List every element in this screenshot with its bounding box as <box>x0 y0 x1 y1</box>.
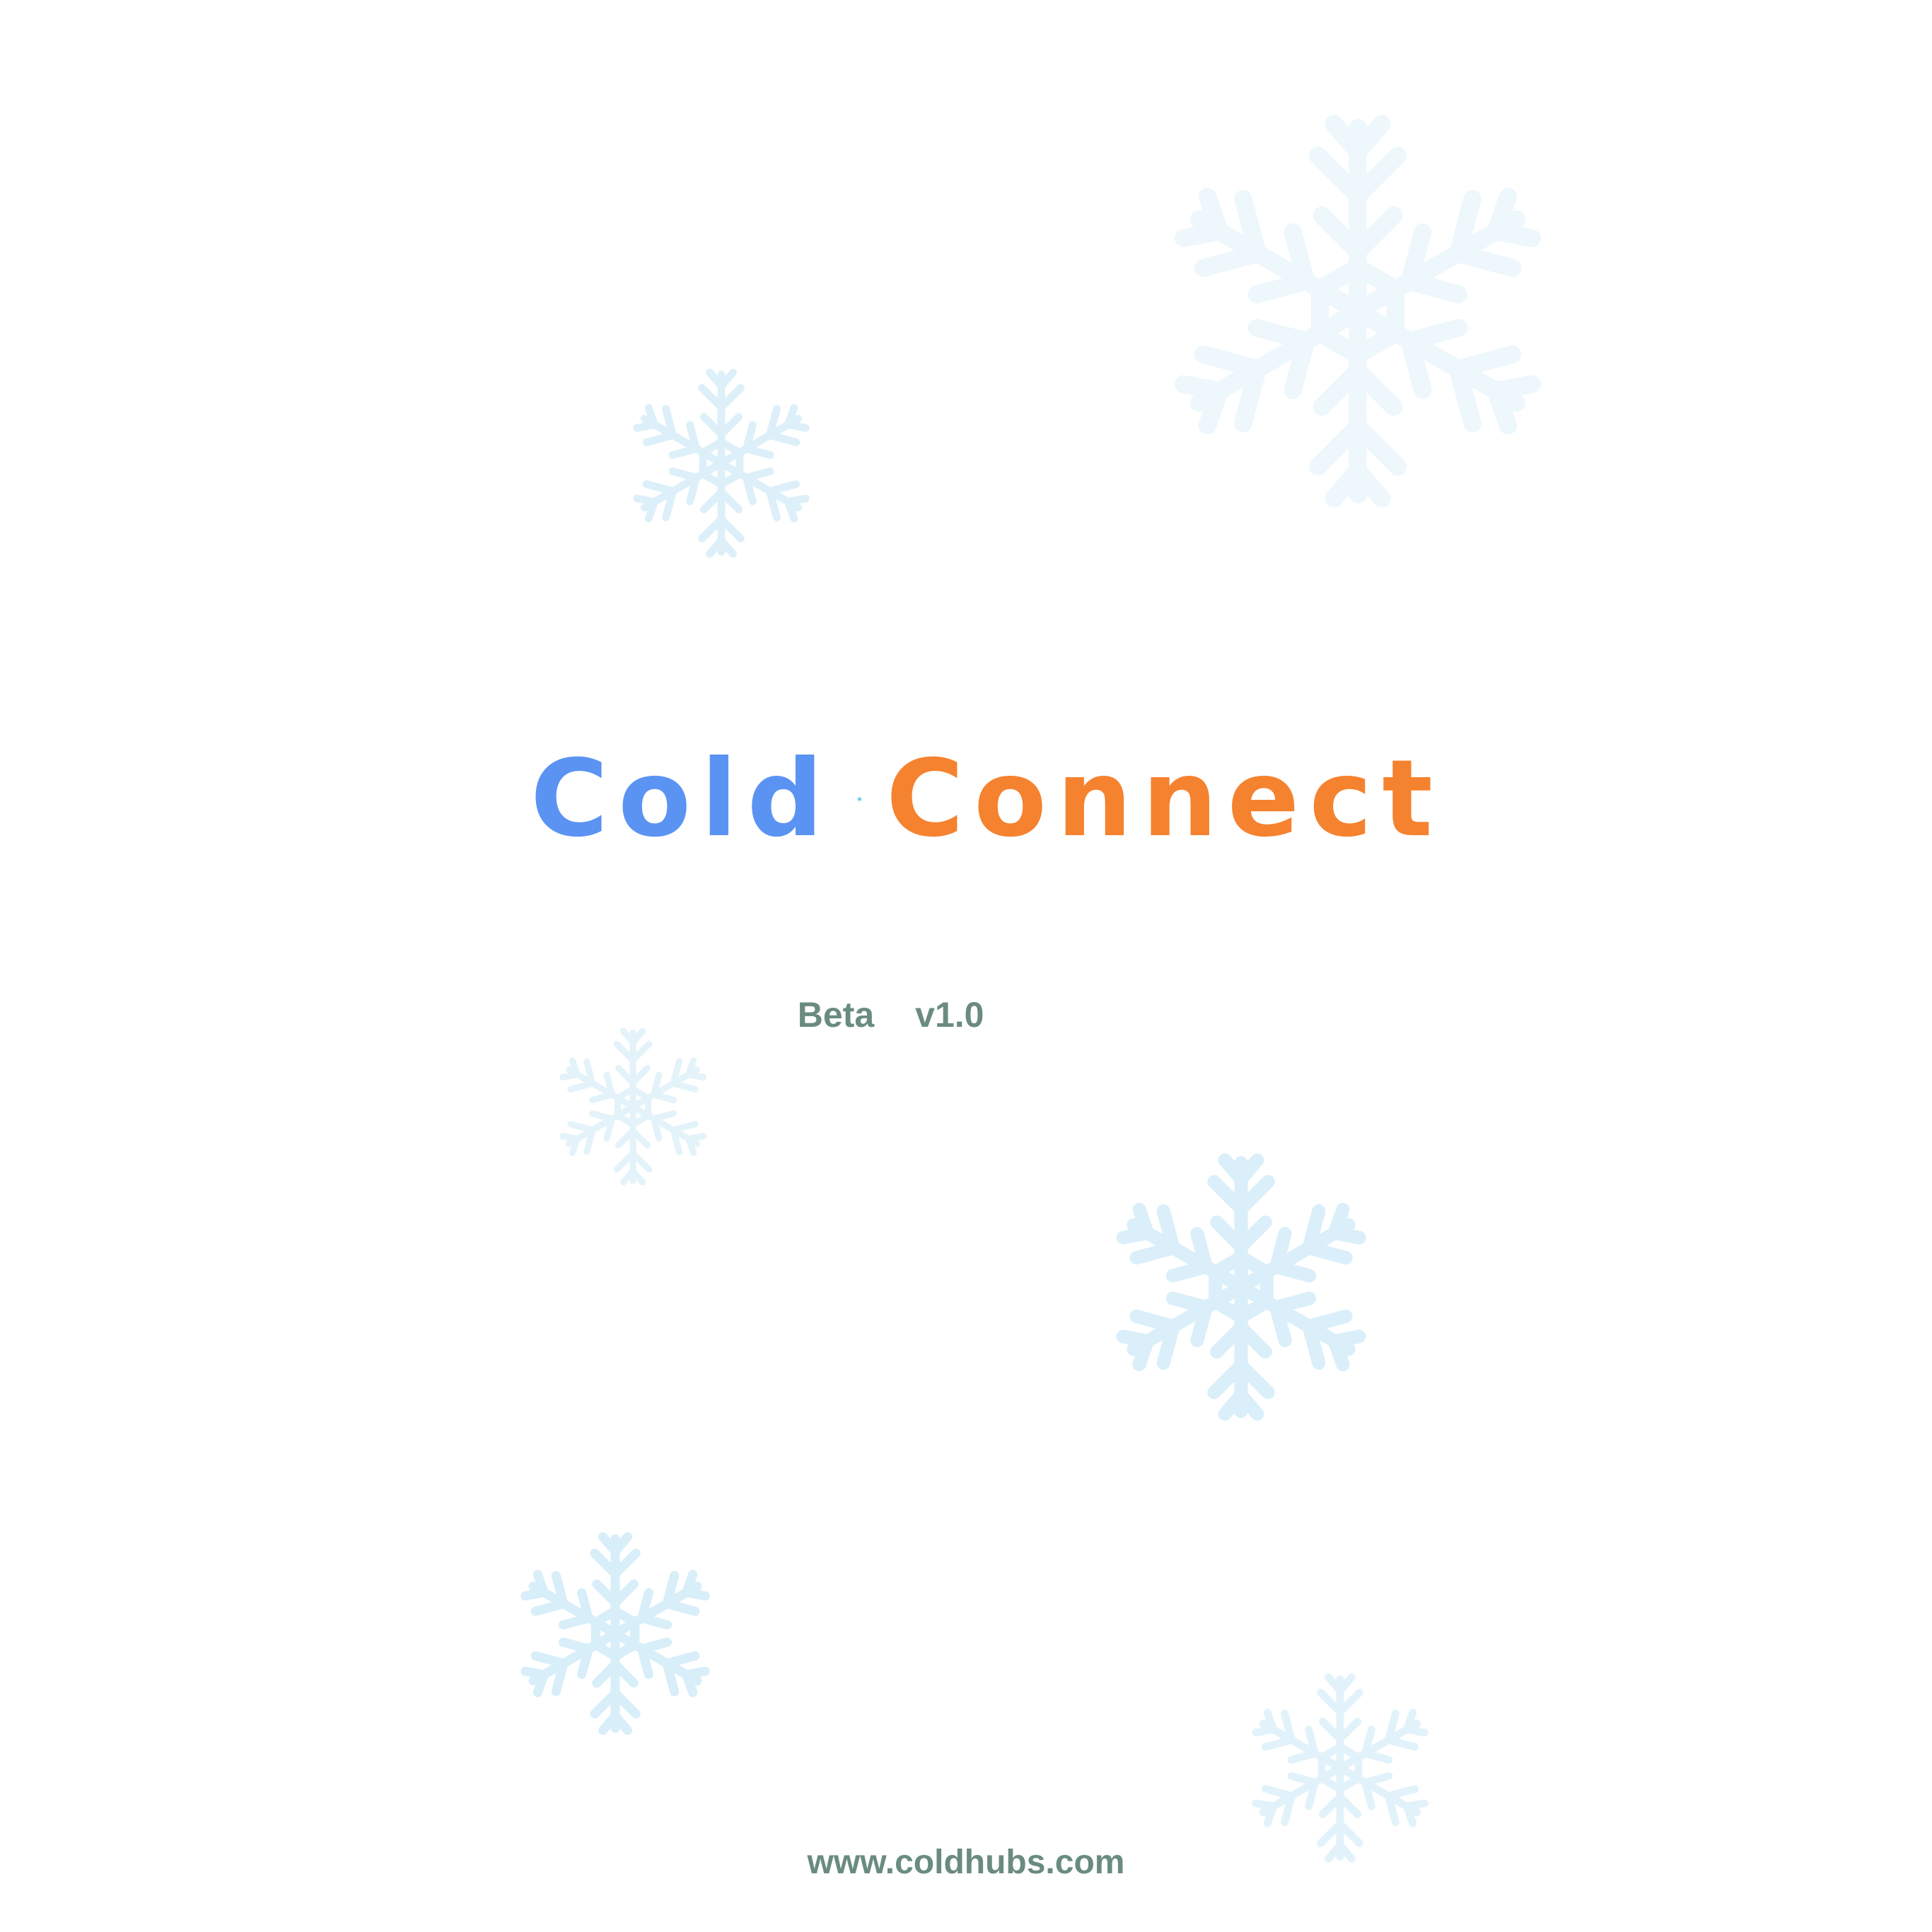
version-label: Beta v1.0 <box>778 953 1202 1035</box>
snowflake-icon <box>545 1001 721 1213</box>
logo-word-cold: Cold <box>530 738 833 861</box>
snowflake-icon <box>1139 71 1577 552</box>
snowflake-icon <box>615 343 827 583</box>
release-version: v1.0 <box>915 995 984 1035</box>
logo-word-connect: Connect <box>885 738 1443 861</box>
website-link[interactable]: www.coldhubs.com <box>807 1844 1125 1881</box>
app-logo: Cold Connect <box>530 721 1443 877</box>
release-stage: Beta <box>797 995 875 1035</box>
snowflake-icon <box>502 1506 728 1761</box>
snowflake-icon <box>857 732 862 866</box>
snowflake-icon <box>1093 1117 1390 1457</box>
